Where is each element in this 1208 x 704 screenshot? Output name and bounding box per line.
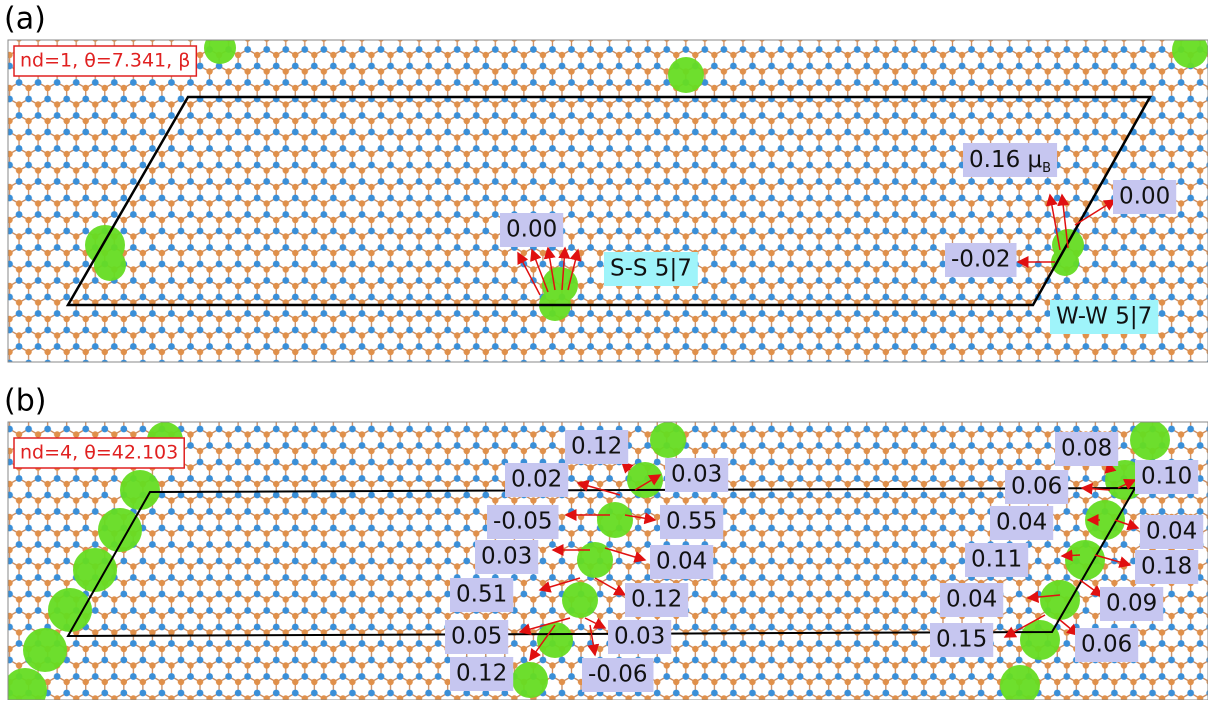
moment-label: 0.02 — [505, 463, 568, 497]
moment-label-text: 0.00 — [506, 217, 557, 243]
moment-label: 0.04 — [650, 545, 713, 579]
moment-label: 0.55 — [660, 505, 723, 539]
moment-label-main: 0.16 μ — [969, 147, 1043, 173]
panel-a-lattice — [8, 32, 1208, 362]
figure: (a) (b) nd=1, θ=7.341, β nd=4, θ=42.103 0.16… — [0, 0, 1208, 700]
moment-label: 0.09 — [1100, 587, 1163, 621]
moment-label-text: 0.00 — [1119, 184, 1170, 210]
defect-label: S-S 5|7 — [604, 252, 698, 286]
moment-label-text: 0.08 — [1061, 436, 1112, 462]
moment-label-text: 0.04 — [1146, 519, 1197, 545]
moment-label: -0.02 — [945, 243, 1017, 277]
moment-label: 0.51 — [450, 578, 513, 612]
moment-label-text: 0.15 — [936, 627, 987, 653]
moment-label-text: 0.04 — [946, 587, 997, 613]
moment-label-text: 0.04 — [656, 549, 707, 575]
moment-label-text: -0.02 — [951, 247, 1011, 273]
moment-label: 0.00 — [1113, 180, 1176, 214]
moment-label: 0.18 — [1135, 550, 1198, 584]
moment-label: 0.10 — [1135, 460, 1198, 494]
moment-label: 0.06 — [1005, 470, 1068, 504]
moment-label-text: 0.06 — [1011, 474, 1062, 500]
moment-label-text: 0.04 — [996, 510, 1047, 536]
moment-label-text: 0.18 — [1141, 554, 1192, 580]
moment-label-text: 0.03 — [614, 624, 665, 650]
moment-label: 0.05 — [445, 620, 508, 654]
moment-label-text: 0.02 — [511, 467, 562, 493]
moment-label-text: 0.12 — [631, 587, 682, 613]
moment-label: 0.06 — [1075, 628, 1138, 662]
moment-label: 0.12 — [565, 430, 628, 464]
defect-label-text: S-S 5|7 — [610, 256, 692, 282]
info-text: nd=1, θ=7.341, β — [20, 50, 190, 72]
moment-label-text: 0.05 — [451, 624, 502, 650]
moment-label-text: 0.11 — [971, 547, 1022, 573]
moment-label: 0.12 — [625, 583, 688, 617]
moment-label: 0.03 — [475, 540, 538, 574]
panel-tag: (b) — [4, 384, 46, 419]
moment-label-text: 0.12 — [456, 661, 507, 687]
moment-label: 0.04 — [940, 583, 1003, 617]
moment-label: 0.11 — [965, 543, 1028, 577]
defect-label-text: W-W 5|7 — [1056, 304, 1152, 330]
moment-label-text: -0.06 — [588, 662, 648, 688]
moment-label-text: 0.12 — [571, 434, 622, 460]
moment-label-text: 0.03 — [671, 462, 722, 488]
moment-label: 0.03 — [665, 458, 728, 492]
moment-label-sub: B — [1042, 161, 1051, 176]
moment-label-text: 0.51 — [456, 582, 507, 608]
page: {"panel_a": {"tag": "(a)", "info": "nd=1… — [0, 0, 1208, 700]
moment-label: 0.12 — [450, 657, 513, 691]
moment-label-text: -0.05 — [493, 509, 553, 535]
moment-label-text: 0.06 — [1081, 632, 1132, 658]
moment-label: 0.08 — [1055, 432, 1118, 466]
moment-label: -0.05 — [487, 505, 559, 539]
moment-label: 0.00 — [500, 213, 563, 247]
moment-label: 0.15 — [930, 623, 993, 657]
moment-label-text: 0.09 — [1106, 591, 1157, 617]
info-text: nd=4, θ=42.103 — [20, 442, 178, 464]
moment-label: 0.04 — [1140, 515, 1203, 549]
defect-label: W-W 5|7 — [1050, 300, 1158, 334]
moment-label-text: 0.55 — [666, 509, 717, 535]
moment-label: -0.06 — [582, 658, 654, 692]
panel-tag: (a) — [4, 2, 46, 37]
moment-label: 0.03 — [608, 620, 671, 654]
moment-label-text: 0.03 — [481, 544, 532, 570]
moment-label-text: 0.10 — [1141, 464, 1192, 490]
moment-label: 0.16 μB — [963, 143, 1057, 177]
moment-label-text: 0.16 μB — [969, 147, 1051, 176]
moment-label: 0.04 — [990, 506, 1053, 540]
